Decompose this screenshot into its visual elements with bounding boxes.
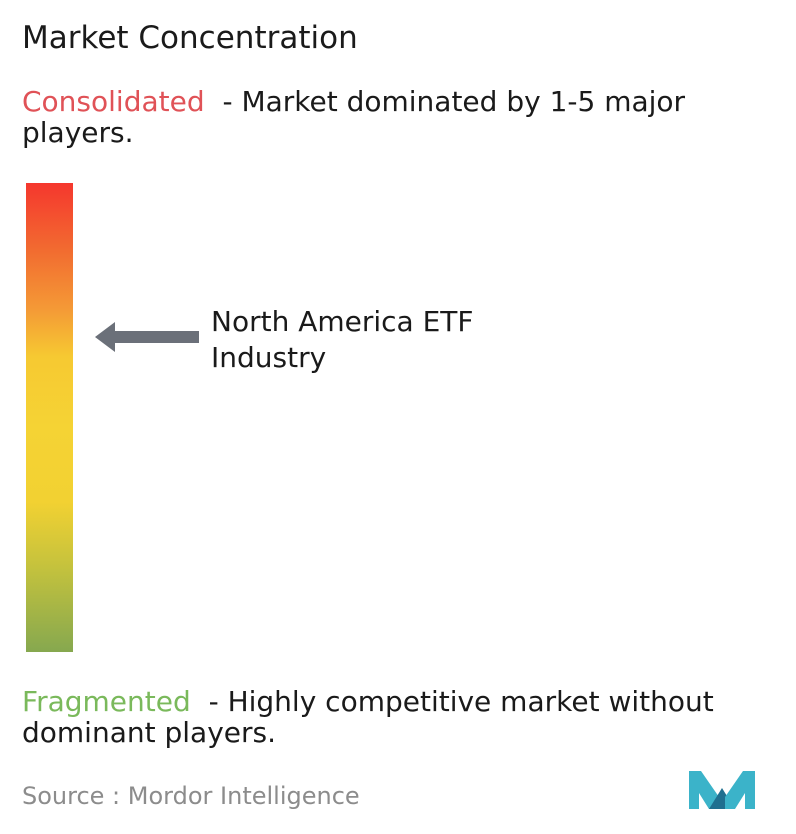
chart-title: Market Concentration [22, 20, 358, 56]
fragmented-text: - Highly competitive market without domi… [22, 685, 714, 749]
consolidated-label: Consolidated [22, 85, 205, 118]
consolidated-description: Consolidated - Market dominated by 1-5 m… [22, 86, 782, 148]
market-pointer-arrow-icon [95, 322, 199, 352]
mordor-intelligence-logo-icon [689, 771, 755, 809]
fragmented-description: Fragmented - Highly competitive market w… [22, 686, 782, 748]
source-note: Source : Mordor Intelligence [22, 782, 360, 810]
market-marker-label: North America ETF Industry [211, 304, 474, 374]
concentration-gradient-bar [26, 183, 73, 652]
consolidated-text: - Market dominated by 1-5 major players. [22, 85, 686, 149]
fragmented-label: Fragmented [22, 685, 191, 718]
